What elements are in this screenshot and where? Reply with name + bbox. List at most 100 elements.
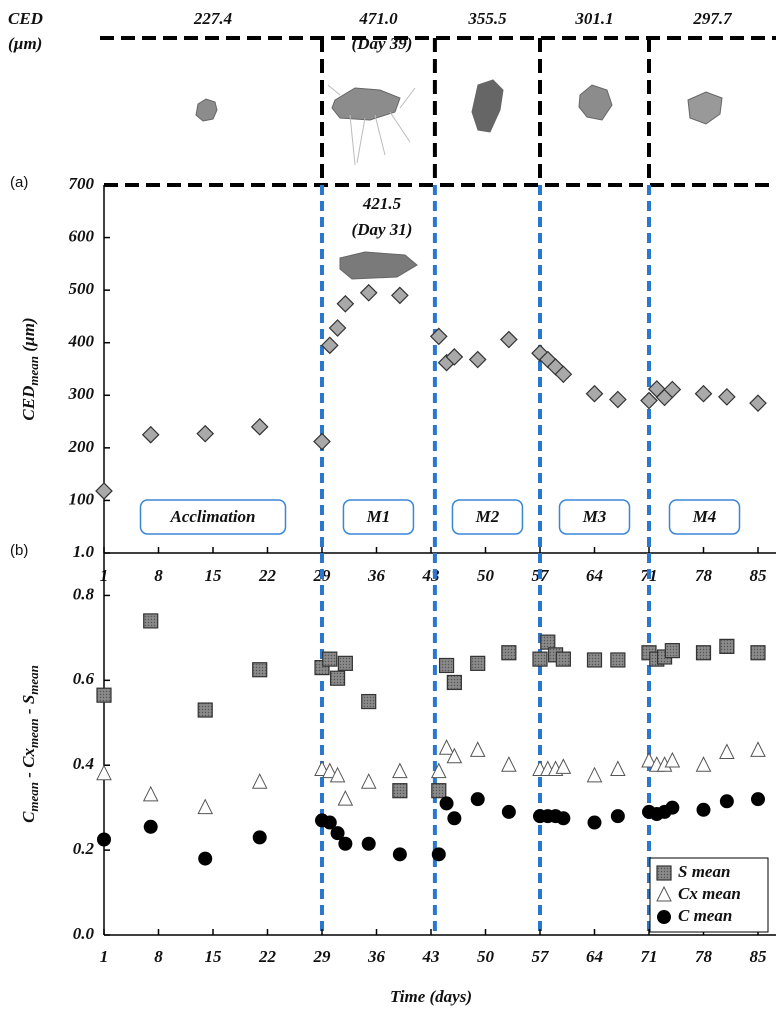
point [337,790,354,806]
y-tick-label: 700 [69,174,95,193]
point [500,330,518,349]
y-axis-title-part: - Cx [19,747,38,782]
point [695,645,712,661]
y-tick-label: 0.2 [73,839,95,858]
point [337,655,353,671]
header-value: 297.7 [692,9,733,28]
y-axis-title-part: CED [19,386,38,421]
point [445,348,464,366]
legend-marker [656,865,672,881]
point [252,662,268,678]
point [360,773,377,789]
floc-image [471,79,504,133]
point [321,762,338,779]
x-tick-label: 43 [422,566,441,585]
y-tick-label: 0.8 [73,584,95,603]
floc-image [339,251,418,280]
header-value: 355.5 [467,9,507,28]
point [719,794,734,809]
x-tick-label: 36 [367,947,386,966]
point [430,762,447,779]
x-tick-label: 50 [477,566,495,585]
legend-marker [656,885,672,902]
point [439,796,454,811]
x-tick-label: 8 [154,947,163,966]
phase-label: M4 [692,507,717,526]
point [555,758,572,774]
point [468,350,487,369]
point [392,783,408,799]
phase-box [451,499,524,535]
point [641,751,657,768]
point [556,811,571,826]
point [438,657,455,674]
x-tick-label: 78 [695,947,713,966]
point [198,851,213,866]
phase-label: Acclimation [170,507,256,526]
point [586,766,603,783]
floc-image [578,84,613,121]
x-tick-label: 57 [532,947,551,966]
point [586,652,603,668]
y-tick-label: 1.0 [73,542,95,561]
y-tick-label: 200 [68,437,95,456]
point [359,283,378,302]
y-tick-label: 0.0 [73,924,95,943]
point [313,432,331,451]
point [610,652,626,668]
point [143,613,159,629]
point [694,384,713,403]
point [250,417,269,436]
point [95,482,113,500]
point [532,651,548,667]
phase-box [342,499,415,535]
y-tick-label: 0.6 [73,669,95,688]
point [587,815,602,830]
x-tick-label: 36 [367,566,386,585]
legend-label: C mean [678,906,732,925]
point [665,800,680,815]
phase-label: M3 [582,507,607,526]
point [718,388,736,406]
point [392,762,408,779]
x-tick-label: 15 [205,566,223,585]
point [447,811,462,826]
point [322,651,338,667]
legend-label: Cx mean [678,884,741,903]
point [361,693,377,710]
point [610,809,625,824]
panel-label: (b) [10,542,28,559]
point [329,670,346,686]
x-tick-label: 1 [100,947,109,966]
x-tick-label: 85 [750,947,768,966]
y-axis-title-part: C [19,811,38,823]
x-axis-title: Time (days) [390,987,472,1006]
phase-label: M1 [366,507,391,526]
point [695,756,712,772]
header-value: 227.4 [193,9,232,28]
point [663,380,682,399]
point [197,798,214,815]
y-tick-label: 100 [69,489,95,508]
point [96,764,112,781]
y-tick-label: 0.4 [73,754,94,773]
x-tick-label: 71 [641,947,658,966]
point [446,747,463,764]
point [750,645,766,661]
y-tick-label: 600 [69,226,95,245]
point [336,294,355,313]
point [446,674,462,691]
header-value: 301.1 [574,9,613,28]
point [585,384,604,403]
point [329,766,346,783]
y-axis-title-part: mean [26,665,41,695]
point [554,365,573,384]
point [96,687,112,703]
point [696,802,711,817]
y-axis-title-part: mean [26,782,41,812]
floc-image [327,84,416,166]
point [470,655,486,671]
x-tick-label: 78 [695,566,713,585]
annotation: (Day 31) [352,220,413,239]
point [196,424,215,443]
